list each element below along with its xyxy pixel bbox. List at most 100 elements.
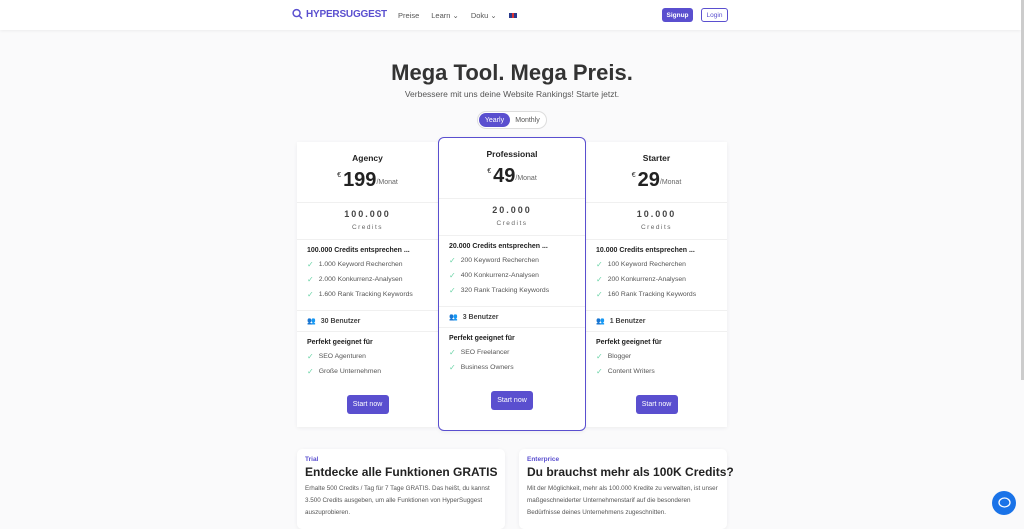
logo-text: HYPERSUGGEST <box>306 8 387 20</box>
language-flag-icon[interactable] <box>508 13 517 18</box>
trial-tag: Trial <box>305 456 319 463</box>
features-heading: 100.000 Credits entsprechen ... <box>307 247 410 254</box>
features-heading: 20.000 Credits entsprechen ... <box>449 243 548 250</box>
list-item: ✓ 1.000 Keyword Recherchen <box>307 257 428 272</box>
list-item: ✓ 2.000 Konkurrenz-Analysen <box>307 272 428 287</box>
page-title: Mega Tool. Mega Preis. <box>391 60 633 85</box>
users-text: 3 Benutzer <box>462 313 499 321</box>
credits-label: Credits <box>496 220 528 227</box>
enterprise-text: Mit der Möglichkeit, mehr als 100.000 Kr… <box>527 485 718 516</box>
users-icon: 👥 <box>596 318 605 325</box>
fit-heading: Perfekt geeignet für <box>449 335 515 342</box>
list-item-text: 200 Konkurrenz-Analysen <box>607 276 686 283</box>
price-value: 49 <box>493 165 516 187</box>
login-button[interactable]: Login <box>701 8 728 22</box>
scrollbar[interactable] <box>1021 0 1024 380</box>
plan-card: Professional €49/Monat 20.000 Credits 20.… <box>438 137 586 431</box>
plan-price: €29/Monat <box>586 169 727 192</box>
check-icon: ✓ <box>449 363 456 372</box>
list-item-text: Große Unternehmen <box>318 368 382 375</box>
plan-name: Professional <box>486 149 538 159</box>
nav-preise[interactable]: Preise <box>398 11 420 20</box>
check-icon: ✓ <box>449 286 456 295</box>
users-count: 👥 3 Benutzer <box>439 307 585 327</box>
users-icon: 👥 <box>307 318 316 325</box>
list-item-text: 200 Keyword Recherchen <box>460 257 539 264</box>
list-item: ✓ 100 Keyword Recherchen <box>596 257 717 272</box>
list-item-text: 100 Keyword Recherchen <box>607 261 686 268</box>
list-item: ✓ 200 Keyword Recherchen <box>449 253 575 268</box>
currency: € <box>337 172 342 179</box>
list-item: ✓ 160 Rank Tracking Keywords <box>596 287 717 302</box>
start-now-button[interactable]: Start now <box>635 395 678 414</box>
signup-button[interactable]: Signup <box>662 8 693 22</box>
enterprise-tag: Enterprice <box>527 456 560 463</box>
enterprise-title: Du brauchst mehr als 100K Credits? <box>527 465 734 479</box>
toggle-monthly[interactable]: Monthly <box>515 116 540 124</box>
check-icon: ✓ <box>307 275 314 284</box>
trial-text: Erhalte 500 Credits / Tag für 7 Tage GRA… <box>305 485 490 516</box>
list-item: ✓ SEO Freelancer <box>449 345 575 360</box>
list-item-text: SEO Freelancer <box>460 349 510 356</box>
users-icon: 👥 <box>449 314 458 321</box>
check-icon: ✓ <box>449 271 456 280</box>
page-subtitle: Verbessere mit uns deine Website Ranking… <box>404 89 620 99</box>
nav-learn[interactable]: Learn ⌄ <box>431 11 459 20</box>
start-now-button[interactable]: Start now <box>346 395 389 414</box>
list-item-text: Business Owners <box>460 364 514 371</box>
check-icon: ✓ <box>449 348 456 357</box>
trial-title: Entdecke alle Funktionen GRATIS <box>305 465 498 479</box>
credits-amount: 20.000 <box>492 205 532 215</box>
start-now-button[interactable]: Start now <box>491 391 533 410</box>
users-count: 👥 30 Benutzer <box>297 311 438 331</box>
plan-name: Starter <box>642 153 671 163</box>
check-icon: ✓ <box>307 290 314 299</box>
list-item-text: Content Writers <box>607 368 655 375</box>
toggle-yearly[interactable]: Yearly <box>479 113 510 127</box>
check-icon: ✓ <box>596 275 603 284</box>
nav-doku[interactable]: Doku ⌄ <box>470 11 497 20</box>
fit-heading: Perfekt geeignet für <box>307 339 373 346</box>
list-item: ✓ SEO Agenturen <box>307 349 428 364</box>
plan-name: Agency <box>352 153 383 163</box>
credits-label: Credits <box>640 224 673 231</box>
users-text: 30 Benutzer <box>320 317 361 325</box>
price-period: /Monat <box>376 179 398 186</box>
list-item: ✓ 320 Rank Tracking Keywords <box>449 283 575 298</box>
list-item-text: 2.000 Konkurrenz-Analysen <box>318 276 403 283</box>
list-item: ✓ 1.600 Rank Tracking Keywords <box>307 287 428 302</box>
users-count: 👥 1 Benutzer <box>586 311 727 331</box>
list-item: ✓ Große Unternehmen <box>307 364 428 379</box>
list-item: ✓ Blogger <box>596 349 717 364</box>
chat-icon <box>997 497 1011 508</box>
list-item-text: SEO Agenturen <box>318 353 366 360</box>
check-icon: ✓ <box>307 367 314 376</box>
search-icon <box>292 8 303 20</box>
enterprise-card: Enterprice Du brauchst mehr als 100K Cre… <box>519 449 734 529</box>
plan-card: Starter €29/Monat 10.000 Credits 10.000 C… <box>586 142 727 427</box>
currency: € <box>631 172 636 179</box>
plan-price: €199/Monat <box>297 169 438 192</box>
trial-card: Trial Entdecke alle Funktionen GRATIS Er… <box>297 449 505 529</box>
currency: € <box>487 168 492 175</box>
check-icon: ✓ <box>307 352 314 361</box>
list-item: ✓ Content Writers <box>596 364 717 379</box>
list-item-text: 160 Rank Tracking Keywords <box>607 291 697 298</box>
check-icon: ✓ <box>596 260 603 269</box>
logo[interactable]: HYPERSUGGEST <box>292 8 387 20</box>
chat-button[interactable] <box>992 491 1016 515</box>
list-item: ✓ 200 Konkurrenz-Analysen <box>596 272 717 287</box>
check-icon: ✓ <box>596 290 603 299</box>
features-heading: 10.000 Credits entsprechen ... <box>596 247 695 254</box>
list-item: ✓ Business Owners <box>449 360 575 375</box>
list-item-text: 400 Konkurrenz-Analysen <box>460 272 539 279</box>
plan-price: €49/Monat <box>439 165 585 188</box>
top-nav: HYPERSUGGEST Preise Learn ⌄ Doku ⌄ Signu… <box>0 0 1021 30</box>
price-value: 29 <box>637 169 660 191</box>
check-icon: ✓ <box>596 352 603 361</box>
list-item-text: 1.600 Rank Tracking Keywords <box>318 291 413 298</box>
credits-amount: 100.000 <box>344 209 391 219</box>
price-value: 199 <box>343 169 377 191</box>
price-period: /Monat <box>659 179 682 186</box>
billing-toggle[interactable]: Yearly Monthly <box>477 111 547 129</box>
